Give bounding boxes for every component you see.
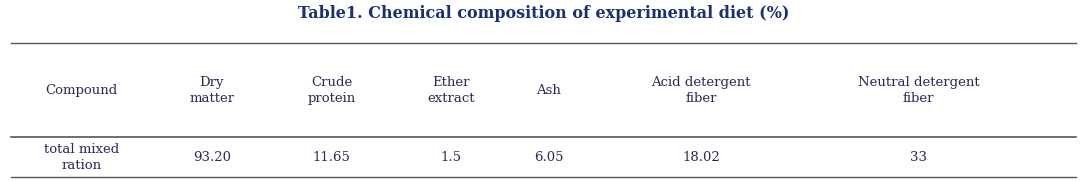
Text: Table1. Chemical composition of experimental diet (%): Table1. Chemical composition of experime… [298, 5, 789, 22]
Text: 93.20: 93.20 [193, 151, 230, 164]
Text: 11.65: 11.65 [313, 151, 350, 164]
Text: Ash: Ash [537, 84, 561, 97]
Text: 6.05: 6.05 [534, 151, 564, 164]
Text: 1.5: 1.5 [440, 151, 462, 164]
Text: total mixed
ration: total mixed ration [43, 143, 120, 172]
Text: Crude
protein: Crude protein [308, 76, 355, 105]
Text: Ether
extract: Ether extract [427, 76, 475, 105]
Text: Neutral detergent
fiber: Neutral detergent fiber [858, 76, 979, 105]
Text: 33: 33 [910, 151, 927, 164]
Text: Dry
matter: Dry matter [189, 76, 235, 105]
Text: Compound: Compound [46, 84, 117, 97]
Text: 18.02: 18.02 [683, 151, 720, 164]
Text: Acid detergent
fiber: Acid detergent fiber [651, 76, 751, 105]
